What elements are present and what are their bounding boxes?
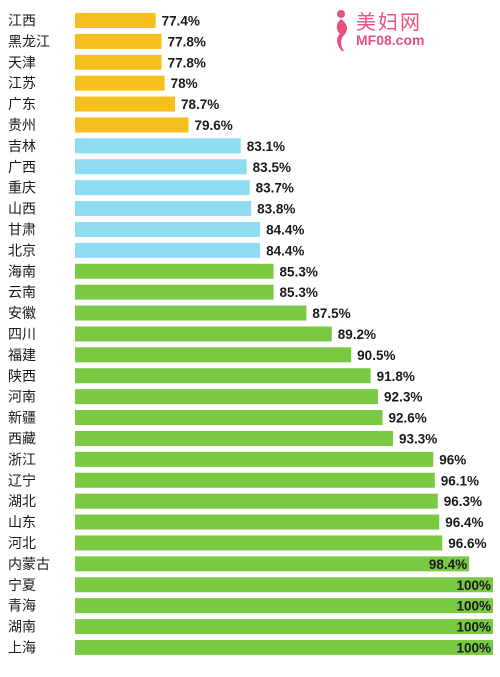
data-label: 78%	[171, 76, 198, 91]
bar	[75, 284, 274, 300]
bar	[75, 598, 493, 614]
bar	[75, 514, 440, 530]
watermark-url: MF08.com	[356, 32, 425, 48]
category-label: 福建	[8, 348, 36, 364]
category-label: 广东	[8, 97, 36, 113]
category-label: 江西	[8, 13, 36, 29]
data-label: 96.6%	[448, 536, 486, 551]
data-label: 77.8%	[168, 34, 206, 49]
bar	[75, 347, 352, 363]
data-label: 84.4%	[266, 222, 304, 237]
bar	[75, 96, 176, 112]
data-label: 100%	[456, 578, 491, 593]
bar	[75, 535, 443, 551]
category-label: 湖北	[8, 494, 36, 510]
category-label: 新疆	[8, 411, 36, 427]
data-label: 96.1%	[441, 473, 479, 488]
data-label: 84.4%	[266, 243, 304, 258]
bar	[75, 75, 165, 91]
category-label: 甘肃	[8, 222, 36, 238]
bar	[75, 410, 383, 426]
category-label: 青海	[8, 599, 36, 615]
category-label: 贵州	[8, 118, 36, 134]
bar	[75, 221, 261, 237]
category-label: 北京	[8, 243, 36, 259]
data-label: 87.5%	[312, 306, 350, 321]
category-label: 山东	[8, 515, 36, 531]
category-label: 湖南	[8, 620, 36, 636]
bar	[75, 556, 470, 572]
bar	[75, 389, 379, 405]
data-label: 89.2%	[338, 327, 376, 342]
bar	[75, 180, 250, 196]
bar	[75, 159, 247, 175]
data-label: 92.3%	[384, 390, 422, 405]
bar	[75, 430, 393, 446]
bar	[75, 326, 332, 342]
data-label: 93.3%	[399, 431, 437, 446]
watermark: 美妇网 MF08.com	[328, 6, 496, 56]
data-label: 85.3%	[280, 264, 318, 279]
data-label: 96%	[439, 452, 466, 467]
category-label: 浙江	[8, 452, 36, 468]
data-label: 77.4%	[162, 13, 200, 28]
category-label: 西藏	[8, 431, 36, 447]
category-label: 四川	[8, 327, 36, 343]
category-label: 河南	[8, 390, 36, 406]
category-label: 内蒙古	[8, 557, 50, 573]
data-label: 98.4%	[429, 557, 467, 572]
category-label: 宁夏	[8, 577, 36, 594]
category-label: 辽宁	[8, 472, 36, 489]
bar	[75, 305, 307, 321]
data-label: 100%	[456, 599, 491, 614]
category-label: 山西	[8, 202, 36, 218]
category-label: 广西	[8, 160, 36, 176]
bar	[75, 201, 252, 217]
bar	[75, 368, 371, 384]
category-label: 安徽	[8, 306, 36, 322]
bar	[75, 54, 162, 70]
category-label: 海南	[8, 264, 36, 280]
data-label: 96.3%	[444, 494, 482, 509]
data-label: 91.8%	[377, 369, 415, 384]
woman-silhouette-icon	[336, 10, 348, 51]
category-label: 上海	[8, 640, 36, 656]
data-label: 96.4%	[445, 515, 483, 530]
bar	[75, 12, 156, 28]
data-label: 100%	[456, 640, 491, 655]
data-label: 100%	[456, 620, 491, 635]
bar	[75, 639, 493, 655]
data-label: 83.7%	[256, 181, 294, 196]
data-label: 77.8%	[168, 55, 206, 70]
bar	[75, 242, 261, 258]
data-label: 83.1%	[247, 139, 285, 154]
bar	[75, 472, 435, 488]
data-label: 90.5%	[357, 348, 395, 363]
category-label: 天津	[8, 55, 36, 71]
data-label: 83.8%	[257, 202, 295, 217]
bar	[75, 263, 274, 279]
data-label: 78.7%	[181, 97, 219, 112]
data-label: 92.6%	[389, 411, 427, 426]
category-label: 吉林	[8, 139, 36, 155]
category-label: 黑龙江	[8, 34, 50, 50]
bar	[75, 33, 162, 49]
category-label: 河北	[8, 536, 36, 552]
category-label: 陕西	[8, 369, 36, 385]
category-label: 云南	[8, 285, 36, 301]
data-label: 85.3%	[280, 285, 318, 300]
watermark-title: 美妇网	[356, 10, 422, 34]
category-label: 重庆	[8, 181, 36, 197]
bar	[75, 577, 493, 593]
bar	[75, 138, 241, 154]
bar	[75, 619, 493, 635]
data-label: 83.5%	[253, 160, 291, 175]
category-label: 江苏	[8, 76, 36, 92]
bar	[75, 493, 438, 509]
data-label: 79.6%	[194, 118, 232, 133]
bar	[75, 451, 434, 467]
bar	[75, 117, 189, 133]
